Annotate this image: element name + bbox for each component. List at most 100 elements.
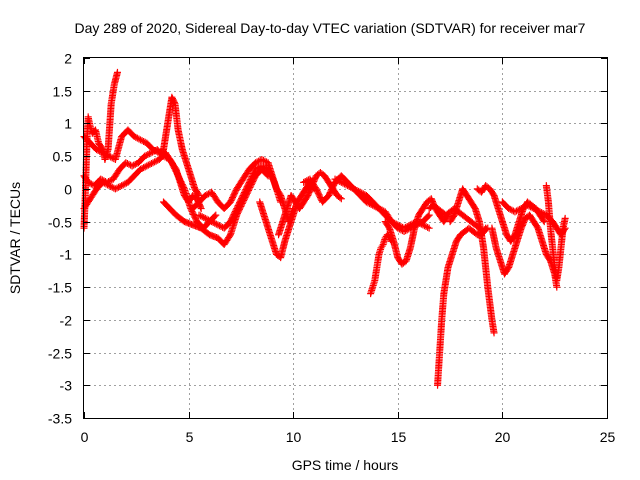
data-point — [118, 182, 126, 190]
data-point — [538, 209, 546, 217]
data-point — [561, 214, 569, 222]
data-point — [370, 202, 378, 210]
data-series — [80, 93, 203, 199]
data-point — [212, 211, 220, 219]
data-point — [212, 220, 220, 228]
x-tick-label: 20 — [495, 429, 511, 445]
y-axis-label: SDTVAR / TECUs — [7, 182, 23, 294]
data-point — [152, 157, 160, 165]
data-point — [138, 164, 146, 172]
data-point — [528, 204, 536, 212]
data-point — [344, 182, 352, 190]
data-point — [119, 181, 127, 189]
data-point — [144, 161, 152, 169]
data-point — [141, 163, 149, 171]
data-point — [201, 191, 209, 199]
data-point — [402, 227, 410, 235]
data-point — [99, 178, 107, 186]
data-point — [140, 164, 148, 172]
data-point — [107, 182, 115, 190]
data-point — [261, 157, 269, 165]
data-marks — [80, 68, 569, 389]
data-point — [270, 177, 278, 185]
data-point — [505, 205, 513, 213]
data-point — [93, 146, 101, 154]
data-point — [200, 214, 208, 222]
data-point — [345, 182, 353, 190]
data-point — [135, 135, 143, 143]
data-point — [400, 227, 408, 235]
data-point — [136, 165, 144, 173]
data-point — [340, 180, 348, 188]
data-point — [144, 151, 152, 159]
data-point — [255, 164, 263, 172]
data-point — [122, 159, 130, 167]
data-point — [333, 176, 341, 184]
y-tick-label: -3 — [60, 378, 73, 394]
data-point — [425, 211, 433, 219]
data-point — [203, 191, 211, 199]
data-point — [253, 158, 261, 166]
data-point — [277, 198, 285, 206]
data-point — [97, 148, 105, 156]
x-tick-label: 25 — [600, 429, 616, 445]
data-point — [146, 160, 154, 168]
data-point — [133, 134, 141, 142]
y-tick-label: -2 — [60, 313, 73, 329]
y-tick-label: -2.5 — [48, 346, 72, 362]
data-point — [195, 191, 203, 199]
data-point — [128, 162, 136, 170]
data-point — [524, 201, 532, 209]
data-series — [542, 182, 569, 285]
data-point — [94, 146, 102, 154]
data-series — [434, 224, 490, 389]
data-point — [104, 181, 112, 189]
data-series — [446, 185, 498, 337]
data-point — [113, 68, 121, 76]
data-point — [530, 205, 538, 213]
y-tick-label: -0.5 — [48, 215, 72, 231]
data-point — [116, 182, 124, 190]
data-point — [337, 195, 345, 203]
data-point — [539, 209, 547, 217]
data-point — [197, 212, 205, 220]
data-point — [334, 177, 342, 185]
data-point — [395, 225, 403, 233]
data-point — [553, 283, 561, 291]
data-point — [143, 162, 151, 170]
y-tick-label: 1.5 — [53, 84, 73, 100]
data-point — [113, 184, 121, 192]
data-point — [151, 158, 159, 166]
y-tick-label: 0 — [64, 182, 72, 198]
axis-ticks: 0 5 10 15 20 25 2 1.5 1 0.5 0 -0.5 -1 -1.5 -2 -2.5 -3 -3.… — [48, 51, 616, 446]
data-series — [331, 175, 433, 235]
data-point — [533, 206, 541, 214]
data-point — [253, 164, 261, 172]
data-point — [86, 179, 94, 187]
data-point — [405, 225, 413, 233]
data-point — [130, 161, 138, 169]
data-point — [170, 99, 178, 107]
data-point — [534, 207, 542, 215]
data-point — [301, 178, 309, 186]
data-point — [104, 151, 112, 159]
data-point — [536, 208, 544, 216]
data-point — [206, 217, 214, 225]
data-point — [96, 147, 104, 155]
y-tick-label: -1 — [60, 247, 73, 263]
data-point — [513, 207, 521, 215]
data-point — [123, 160, 131, 168]
data-point — [125, 160, 133, 168]
data-point — [149, 146, 157, 154]
y-tick-label: -1.5 — [48, 280, 72, 296]
data-point — [366, 200, 374, 208]
plot-frame — [83, 57, 608, 419]
data-point — [149, 159, 157, 167]
data-point — [255, 157, 263, 165]
data-point — [539, 216, 547, 224]
data-point — [111, 185, 119, 193]
data-point — [215, 222, 223, 230]
data-series — [80, 68, 121, 232]
data-point — [372, 203, 380, 211]
data-point — [362, 198, 370, 206]
